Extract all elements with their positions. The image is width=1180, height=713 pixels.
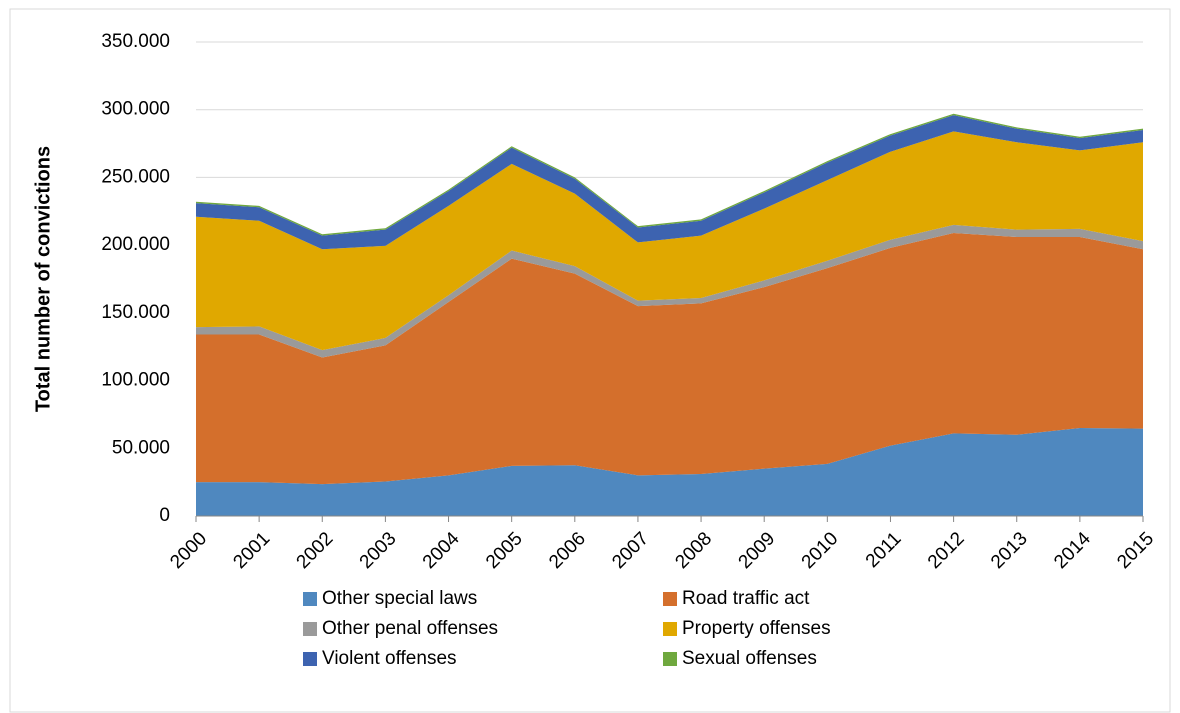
y-tick-label: 100.000 bbox=[101, 370, 170, 391]
legend-swatch bbox=[663, 652, 677, 666]
y-tick-label: 300.000 bbox=[101, 99, 170, 120]
x-tick-label: 2010 bbox=[798, 528, 843, 573]
area bbox=[196, 427, 1143, 516]
x-tick-label: 2003 bbox=[356, 528, 401, 573]
x-tick-label: 2012 bbox=[924, 528, 969, 573]
x-tick-label: 2001 bbox=[229, 528, 274, 573]
legend-label: Violent offenses bbox=[322, 648, 457, 669]
y-tick-label: 0 bbox=[159, 505, 170, 526]
x-tick-label: 2006 bbox=[545, 528, 590, 573]
x-tick-label: 2007 bbox=[608, 528, 653, 573]
legend-label: Other penal offenses bbox=[322, 618, 498, 639]
y-tick-label: 250.000 bbox=[101, 166, 170, 187]
x-tick-label: 2005 bbox=[482, 528, 527, 573]
x-tick-label: 2008 bbox=[671, 528, 716, 573]
y-tick-label: 50.000 bbox=[112, 437, 170, 458]
x-tick-label: 2014 bbox=[1050, 528, 1095, 573]
legend-label: Other special laws bbox=[322, 588, 477, 609]
legend-label: Sexual offenses bbox=[682, 648, 817, 669]
area bbox=[196, 232, 1143, 485]
legend-swatch bbox=[303, 592, 317, 606]
chart-border bbox=[9, 8, 1171, 713]
x-tick-label: 2011 bbox=[862, 528, 906, 572]
x-tick-label: 2002 bbox=[293, 528, 338, 573]
legend-label: Road traffic act bbox=[682, 588, 810, 609]
area bbox=[196, 115, 1143, 250]
area bbox=[196, 131, 1143, 351]
y-axis-label: Total number of convictions bbox=[32, 146, 54, 412]
area bbox=[196, 224, 1143, 358]
y-tick-label: 150.000 bbox=[101, 302, 170, 323]
x-tick-label: 2009 bbox=[735, 528, 780, 573]
y-tick-label: 350.000 bbox=[101, 31, 170, 52]
legend-swatch bbox=[303, 652, 317, 666]
x-tick-label: 2000 bbox=[166, 528, 211, 573]
legend-label: Property offenses bbox=[682, 618, 831, 639]
y-tick-label: 200.000 bbox=[101, 234, 170, 255]
legend-swatch bbox=[303, 622, 317, 636]
x-tick-label: 2013 bbox=[987, 528, 1032, 573]
x-tick-label: 2015 bbox=[1113, 528, 1158, 573]
legend-swatch bbox=[663, 622, 677, 636]
x-tick-label: 2004 bbox=[419, 528, 464, 573]
legend-swatch bbox=[663, 592, 677, 606]
